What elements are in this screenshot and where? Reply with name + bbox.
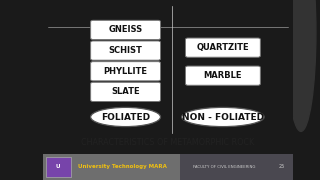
FancyBboxPatch shape <box>186 38 260 57</box>
Text: NON - FOLIATED: NON - FOLIATED <box>182 112 264 122</box>
Text: U: U <box>56 165 60 169</box>
FancyBboxPatch shape <box>186 66 260 85</box>
FancyBboxPatch shape <box>91 62 161 81</box>
Text: PHYLLITE: PHYLLITE <box>104 67 148 76</box>
Text: FOLIATED: FOLIATED <box>101 112 150 122</box>
Text: CHARACTERISTICS OF METAMORPHIC ROCK: CHARACTERISTICS OF METAMORPHIC ROCK <box>81 138 255 147</box>
Text: 25: 25 <box>279 165 285 169</box>
FancyBboxPatch shape <box>91 20 161 40</box>
FancyBboxPatch shape <box>43 154 180 180</box>
Text: QUARTZITE: QUARTZITE <box>196 43 249 52</box>
Circle shape <box>286 0 316 131</box>
Text: University Technology MARA: University Technology MARA <box>78 165 167 169</box>
Ellipse shape <box>91 107 161 127</box>
FancyBboxPatch shape <box>91 41 161 60</box>
FancyBboxPatch shape <box>180 154 293 180</box>
FancyBboxPatch shape <box>91 82 161 102</box>
Text: MARBLE: MARBLE <box>204 71 242 80</box>
Text: SCHIST: SCHIST <box>108 46 142 55</box>
Text: FACULTY OF CIVIL ENGINEERING: FACULTY OF CIVIL ENGINEERING <box>193 165 255 169</box>
Ellipse shape <box>182 107 264 127</box>
FancyBboxPatch shape <box>46 156 71 177</box>
Text: GNEISS: GNEISS <box>108 25 143 34</box>
Text: SLATE: SLATE <box>111 87 140 96</box>
